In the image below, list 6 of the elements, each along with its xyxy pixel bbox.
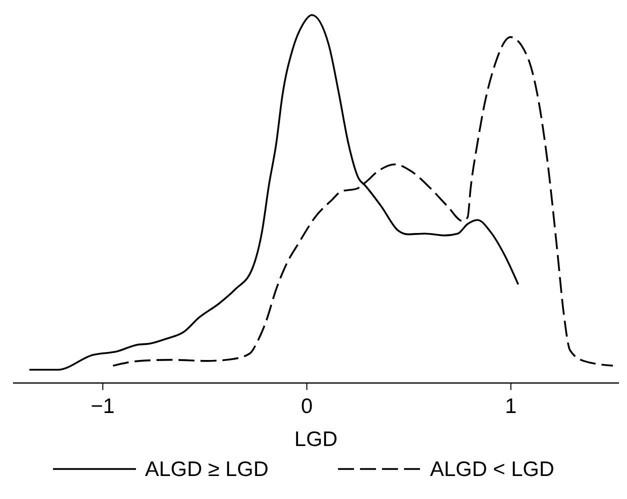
- x-tick-label: −1: [90, 395, 115, 418]
- legend-label: ALGD ≥ LGD: [145, 458, 269, 481]
- x-tick-label: 0: [300, 395, 313, 418]
- x-axis-title: LGD: [294, 428, 338, 451]
- x-tick-label: 1: [505, 395, 517, 418]
- legend-label: ALGD < LGD: [430, 458, 554, 481]
